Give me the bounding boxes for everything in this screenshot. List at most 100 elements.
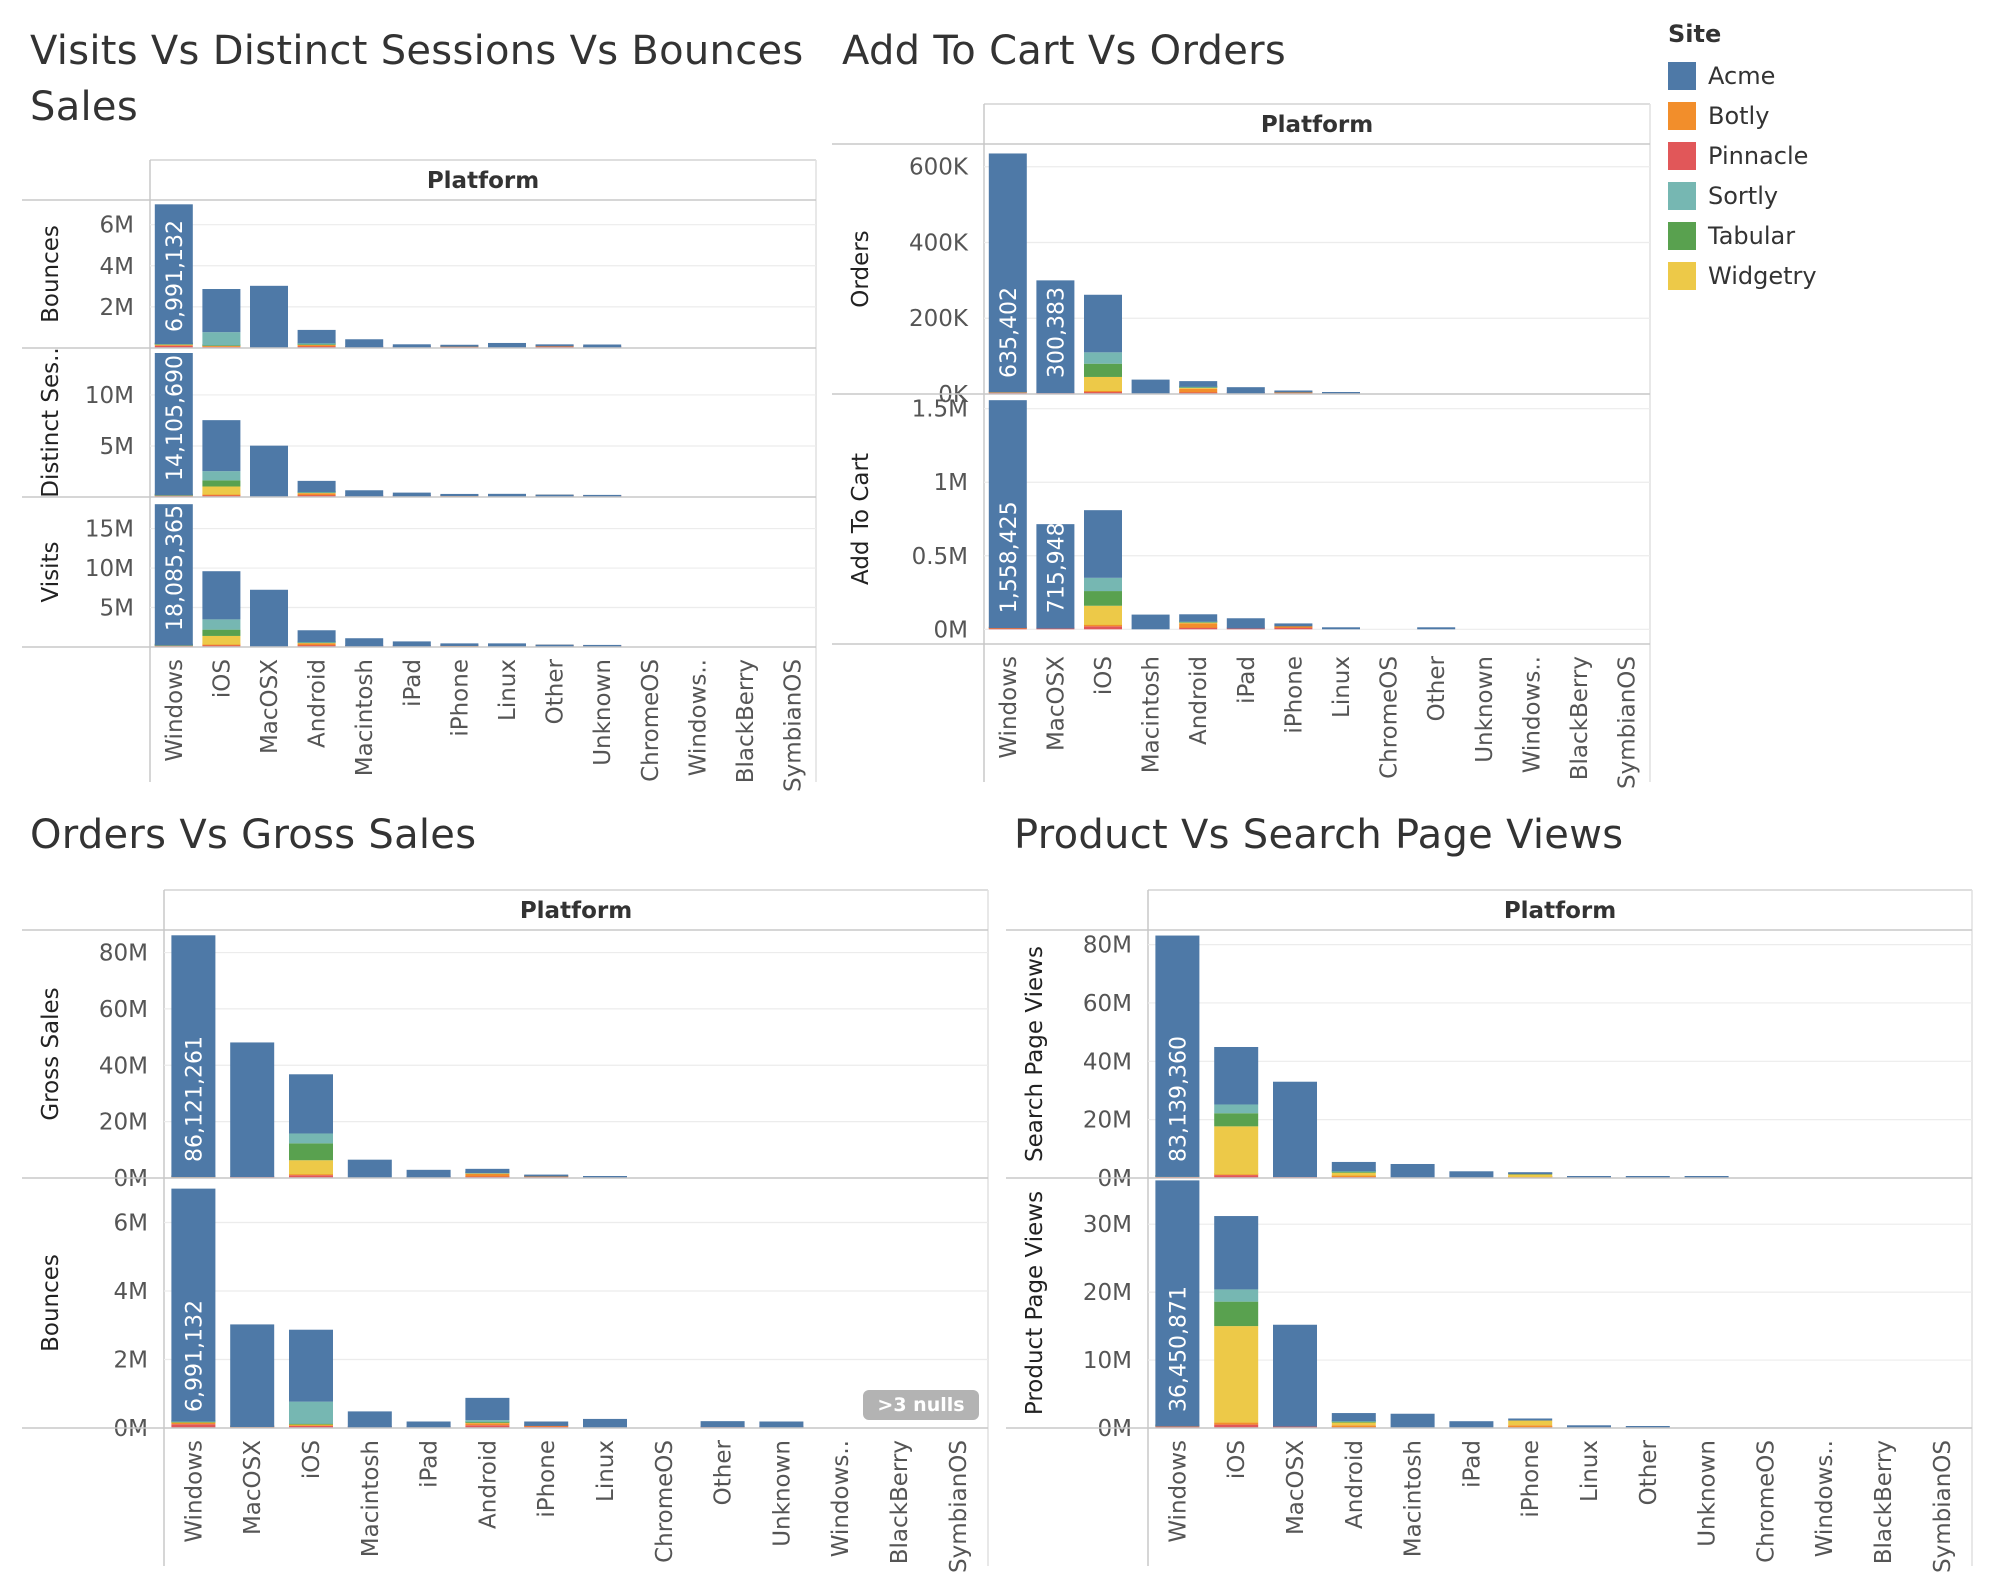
y-axis-title-bounces: Bounces — [38, 225, 64, 323]
x-tick-label-macintosh: Macintosh — [358, 1440, 384, 1557]
legend-swatch-sortly — [1668, 182, 1696, 210]
bar-windows-pinnacle — [1155, 1426, 1200, 1428]
bar-android-sortly — [465, 1420, 510, 1423]
bar-ios-sortly — [202, 332, 241, 346]
data-label-windows: 36,450,871 — [1166, 1286, 1191, 1412]
x-tick-label-unknown: Unknown — [590, 659, 616, 766]
x-tick-label-chromeos: ChromeOS — [652, 1440, 678, 1563]
x-tick-label-ios: iOS — [209, 659, 235, 698]
bar-macintosh-acme — [345, 638, 384, 647]
bar-ios-tabular — [289, 1143, 333, 1161]
y-tick-label: 0M — [114, 1416, 148, 1442]
bar-ios-sortly — [1214, 1289, 1259, 1302]
bar-macintosh-acme — [1390, 1413, 1435, 1428]
bar-unknown-acme — [1684, 1176, 1729, 1178]
title-visits-sessions-bounces: Visits Vs Distinct Sessions Vs Bounces — [30, 28, 804, 74]
y-tick-label: 4M — [114, 1279, 148, 1305]
bar-iphone-acme — [1508, 1418, 1553, 1421]
y-tick-label: 0K — [938, 382, 969, 408]
x-tick-label-windows: Windows.. — [1519, 656, 1545, 773]
y-tick-label: 5M — [100, 434, 134, 460]
bar-ios-pinnacle — [202, 495, 241, 497]
data-label-macosx: 300,383 — [1044, 287, 1069, 378]
legend-item-botly[interactable]: Botly — [1668, 96, 1817, 136]
legend-item-acme[interactable]: Acme — [1668, 56, 1817, 96]
x-tick-label-ipad: iPad — [400, 659, 426, 707]
bar-macintosh-acme — [1131, 614, 1170, 630]
bar-macosx-pinnacle — [1273, 1426, 1317, 1428]
bar-ios-tabular — [1214, 1113, 1259, 1127]
bar-iphone-acme — [1508, 1172, 1553, 1175]
bar-android-botly — [465, 1173, 510, 1177]
x-tick-label-iphone: iPhone — [447, 659, 473, 737]
bar-android-widgetry — [1331, 1422, 1376, 1426]
y-axis-title-gross-sales: Gross Sales — [38, 987, 64, 1120]
bar-macintosh-acme — [345, 490, 384, 497]
bar-unknown-acme — [583, 344, 622, 348]
bar-other-acme — [535, 644, 574, 647]
y-tick-label: 4M — [100, 254, 134, 280]
x-tick-label-android: Android — [1342, 1440, 1368, 1529]
bar-ios-acme — [1084, 510, 1122, 578]
x-tick-label-windows: Windows — [1165, 1440, 1191, 1543]
x-tick-label-windows: Windows — [181, 1440, 207, 1543]
x-tick-label-android: Android — [305, 659, 331, 748]
bar-ios-pinnacle — [202, 645, 241, 647]
bar-android-widgetry — [1331, 1172, 1376, 1176]
bar-other-acme — [1625, 1176, 1670, 1178]
bar-windows-acme — [171, 935, 216, 1178]
x-tick-label-symbianos: SymbianOS — [1615, 656, 1641, 789]
y-tick-label: 0M — [114, 1166, 148, 1192]
data-label-windows: 86,121,261 — [182, 1036, 207, 1162]
bar-iphone-acme — [440, 643, 479, 647]
x-tick-label-macosx: MacOSX — [240, 1440, 266, 1535]
bar-linux-acme — [583, 1176, 627, 1178]
bar-linux-acme — [1567, 1425, 1611, 1428]
bar-ios-sortly — [1084, 577, 1122, 592]
bar-linux-acme — [488, 643, 526, 647]
legend-label: Acme — [1708, 62, 1776, 90]
x-tick-label-symbianos: SymbianOS — [1930, 1440, 1956, 1573]
y-tick-label: 20M — [99, 1110, 148, 1136]
legend-item-widgetry[interactable]: Widgetry — [1668, 256, 1817, 296]
y-tick-label: 20M — [1083, 1108, 1132, 1134]
bar-linux-acme — [1322, 627, 1360, 630]
y-tick-label: 0.5M — [912, 544, 968, 570]
bar-ios-acme — [1214, 1046, 1259, 1105]
y-axis-title-add-to-cart: Add To Cart — [848, 453, 874, 585]
bar-ipad-acme — [1226, 618, 1265, 629]
bar-ios-widgetry — [1214, 1126, 1259, 1175]
bar-android-acme — [297, 630, 336, 643]
nulls-indicator[interactable]: >3 nulls — [863, 1390, 979, 1420]
bar-macosx-acme — [250, 445, 288, 497]
x-tick-label-unknown: Unknown — [1695, 1440, 1721, 1547]
data-label-windows: 18,085,365 — [163, 505, 188, 631]
x-tick-label-ios: iOS — [299, 1440, 325, 1479]
legend-item-pinnacle[interactable]: Pinnacle — [1668, 136, 1817, 176]
y-tick-label: 20M — [1083, 1280, 1132, 1306]
bar-ios-sortly — [1214, 1104, 1259, 1114]
x-tick-label-ios: iOS — [1091, 656, 1117, 695]
legend-item-sortly[interactable]: Sortly — [1668, 176, 1817, 216]
x-tick-label-unknown: Unknown — [769, 1440, 795, 1547]
bar-iphone-botly — [1508, 1425, 1553, 1428]
bar-iphone-acme — [524, 1421, 569, 1426]
bar-macosx-acme — [250, 589, 288, 647]
x-tick-label-chromeos: ChromeOS — [1377, 656, 1403, 779]
y-tick-label: 2M — [100, 295, 134, 321]
y-axis-title-orders: Orders — [848, 230, 874, 307]
bar-ios-acme — [1214, 1216, 1259, 1290]
x-tick-label-linux: Linux — [1577, 1440, 1603, 1502]
x-tick-label-ipad: iPad — [1459, 1440, 1485, 1488]
x-tick-label-macintosh: Macintosh — [1139, 656, 1165, 773]
x-tick-label-symbianos: SymbianOS — [946, 1440, 972, 1573]
legend-item-tabular[interactable]: Tabular — [1668, 216, 1817, 256]
bar-android-botly — [465, 1423, 510, 1426]
bar-linux-acme — [1322, 392, 1360, 394]
bar-windows-acme — [171, 1188, 216, 1422]
bar-iphone-acme — [440, 493, 479, 497]
bar-macintosh-acme — [347, 1159, 392, 1178]
bar-ios-pinnacle — [1084, 392, 1122, 394]
bar-ios-widgetry — [202, 635, 241, 645]
